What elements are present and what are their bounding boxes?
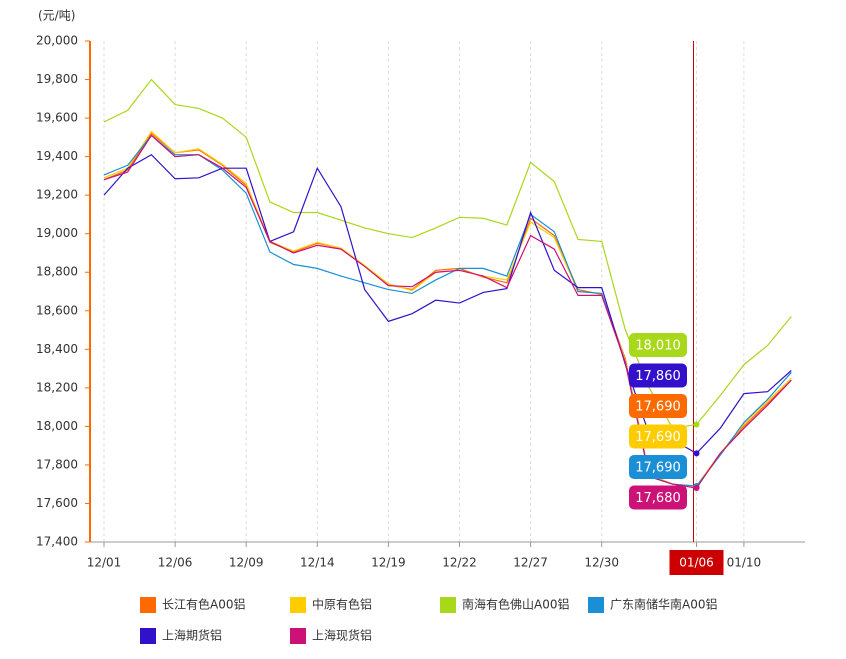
y-tick-label: 18,400	[36, 342, 78, 356]
unit-label: (元/吨)	[38, 9, 75, 23]
y-tick-label: 19,800	[36, 72, 78, 86]
series-line	[103, 78, 792, 429]
legend-label: 上海现货铝	[312, 628, 372, 643]
tooltip-value: 18,010	[635, 339, 681, 354]
x-tick-label: 12/06	[158, 556, 193, 570]
y-tick-label: 19,200	[36, 188, 78, 202]
series-line	[103, 134, 792, 487]
legend-swatch	[140, 597, 156, 613]
legend-label: 长江有色A00铝	[162, 597, 245, 612]
y-tick-label: 17,400	[36, 535, 78, 549]
legend-label: 中原有色铝	[312, 597, 372, 612]
legend-swatch	[588, 597, 604, 613]
legend-swatch	[290, 628, 306, 644]
x-tick-label: 12/19	[371, 556, 406, 570]
y-tick-label: 18,000	[36, 419, 78, 433]
x-tick-label: 12/30	[584, 556, 619, 570]
y-tick-label: 18,200	[36, 380, 78, 394]
y-tick-label: 17,600	[36, 496, 78, 510]
tooltip-value: 17,690	[635, 400, 681, 415]
tooltip-box	[629, 485, 687, 510]
tooltip-box	[629, 424, 687, 449]
highlight-label-box	[669, 550, 724, 575]
series-line	[103, 132, 792, 487]
y-tick-label: 18,800	[36, 265, 78, 279]
legend-label: 上海期货铝	[162, 628, 222, 643]
x-tick-label: 12/09	[229, 556, 264, 570]
tooltip-box	[629, 394, 687, 418]
series-line	[103, 130, 792, 487]
legend-label: 广东南储华南A00铝	[610, 597, 717, 612]
legend-label: 南海有色佛山A00铝	[462, 597, 569, 612]
legend-swatch	[440, 597, 456, 613]
tooltip-box	[629, 333, 687, 357]
x-tick-label: 12/01	[87, 556, 122, 570]
hover-point	[693, 485, 700, 492]
y-tick-label: 19,000	[36, 226, 78, 240]
y-tick-label: 20,000	[36, 34, 78, 48]
tooltip-value: 17,690	[635, 430, 681, 445]
series-line	[103, 153, 792, 455]
tooltip-value: 17,690	[635, 461, 681, 476]
series-line	[103, 134, 792, 489]
x-tick-label: 12/22	[442, 556, 477, 570]
hover-point	[693, 421, 700, 428]
tooltip-box	[629, 363, 687, 388]
legend-swatch	[290, 597, 306, 613]
y-tick-label: 18,600	[36, 303, 78, 317]
tooltip-value: 17,860	[635, 369, 681, 384]
tooltip-box	[629, 455, 687, 479]
x-tick-label: 01/10	[727, 556, 762, 570]
x-tick-label: 12/14	[300, 556, 335, 570]
y-tick-label: 17,800	[36, 457, 78, 471]
tooltip-value: 17,680	[635, 491, 681, 506]
x-tick-label: 12/27	[513, 556, 548, 570]
hover-point	[693, 450, 700, 457]
y-tick-label: 19,400	[36, 149, 78, 163]
x-tick-label: 01/06	[679, 556, 714, 570]
y-tick-label: 19,600	[36, 111, 78, 125]
legend-swatch	[140, 628, 156, 644]
